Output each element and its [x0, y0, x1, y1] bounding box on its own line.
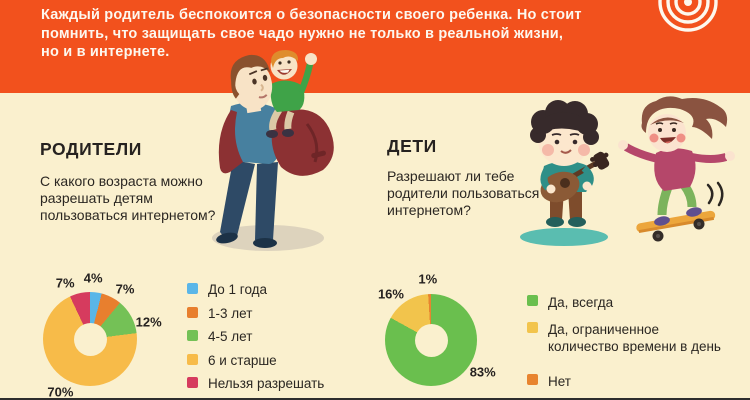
legend-item: Нельзя разрешать [187, 376, 324, 391]
girl-on-skateboard-illustration [618, 96, 735, 242]
legend-swatch [187, 306, 198, 318]
legend-swatch [187, 283, 198, 294]
ground-shadow [520, 228, 608, 246]
legend-item: Да, всегда [527, 294, 721, 311]
legend-label: Да, ограниченное количество времени в де… [548, 321, 721, 355]
motion-lines [706, 183, 714, 205]
header-line-1: Каждый родитель беспокоится о безопаснос… [41, 7, 582, 23]
header-line-3: но и в интернете. [41, 44, 170, 60]
children-question: Разрешают ли тебе родители пользоваться … [387, 168, 540, 218]
legend-item: До 1 года [187, 282, 324, 297]
bottom-edge-line [0, 398, 750, 400]
parents-donut-ring [43, 292, 137, 386]
header-banner: Каждый родитель беспокоится о безопаснос… [0, 0, 750, 93]
parents-section-title: РОДИТЕЛИ [40, 139, 142, 159]
header-line-2: помнить, что защищать свое чадо нужно не… [41, 25, 564, 42]
father-with-child-illustration [212, 50, 334, 251]
legend-item: Да, ограниченное количество времени в де… [527, 321, 721, 355]
slice-value-label: 70% [47, 384, 74, 400]
legend-label: Нельзя разрешать [208, 376, 325, 391]
father-head [230, 54, 273, 114]
legend-item: 1-3 лет [187, 306, 324, 321]
legend-item: Нет [527, 373, 721, 390]
legend-swatch [187, 353, 198, 365]
target-rings-icon [658, 0, 718, 32]
legend-swatch [187, 377, 198, 388]
children-chart-legend: Да, всегда Да, ограниченное количество в… [527, 294, 721, 390]
slice-value-label: 1% [418, 271, 438, 287]
children-section-title: ДЕТИ [387, 136, 437, 156]
legend-label: Да, всегда [548, 295, 614, 310]
legend-swatch [527, 374, 538, 385]
slice-value-label: 7% [115, 281, 135, 297]
boy-with-guitar-illustration [520, 100, 610, 246]
legend-item: 6 и старше [187, 353, 324, 368]
legend-label: До 1 года [208, 282, 268, 297]
parents-age-donut-chart: 4% 7% 12% 70% 7% [18, 268, 168, 400]
header-text: Каждый родитель беспокоится о безопаснос… [41, 6, 582, 62]
legend-label: 6 и старше [208, 352, 277, 368]
parents-question: С какого возраста можно разрешать детям … [40, 173, 216, 223]
legend-swatch [527, 322, 538, 333]
slice-value-label: 7% [55, 275, 75, 291]
legend-label: Нет [548, 374, 571, 389]
slice-value-label: 4% [83, 270, 103, 286]
legend-swatch [187, 330, 198, 341]
legend-label: 4-5 лет [208, 329, 253, 344]
legend-swatch [527, 295, 538, 306]
legend-label-line-2: количество времени в день [548, 339, 721, 354]
children-donut-ring [385, 294, 477, 386]
legend-item: 4-5 лет [187, 329, 324, 344]
slice-value-label: 12% [135, 314, 162, 330]
child-figure [258, 50, 317, 138]
parents-chart-legend: До 1 года 1-3 лет 4-5 лет 6 и старше Нел… [187, 282, 324, 391]
slice-value-label: 16% [377, 286, 404, 302]
legend-label: 1-3 лет [208, 305, 253, 321]
legend-label-line-1: Да, ограниченное [548, 322, 660, 337]
children-permission-donut-chart: 83% 16% 1% [360, 268, 515, 400]
slice-value-label: 83% [469, 364, 496, 380]
